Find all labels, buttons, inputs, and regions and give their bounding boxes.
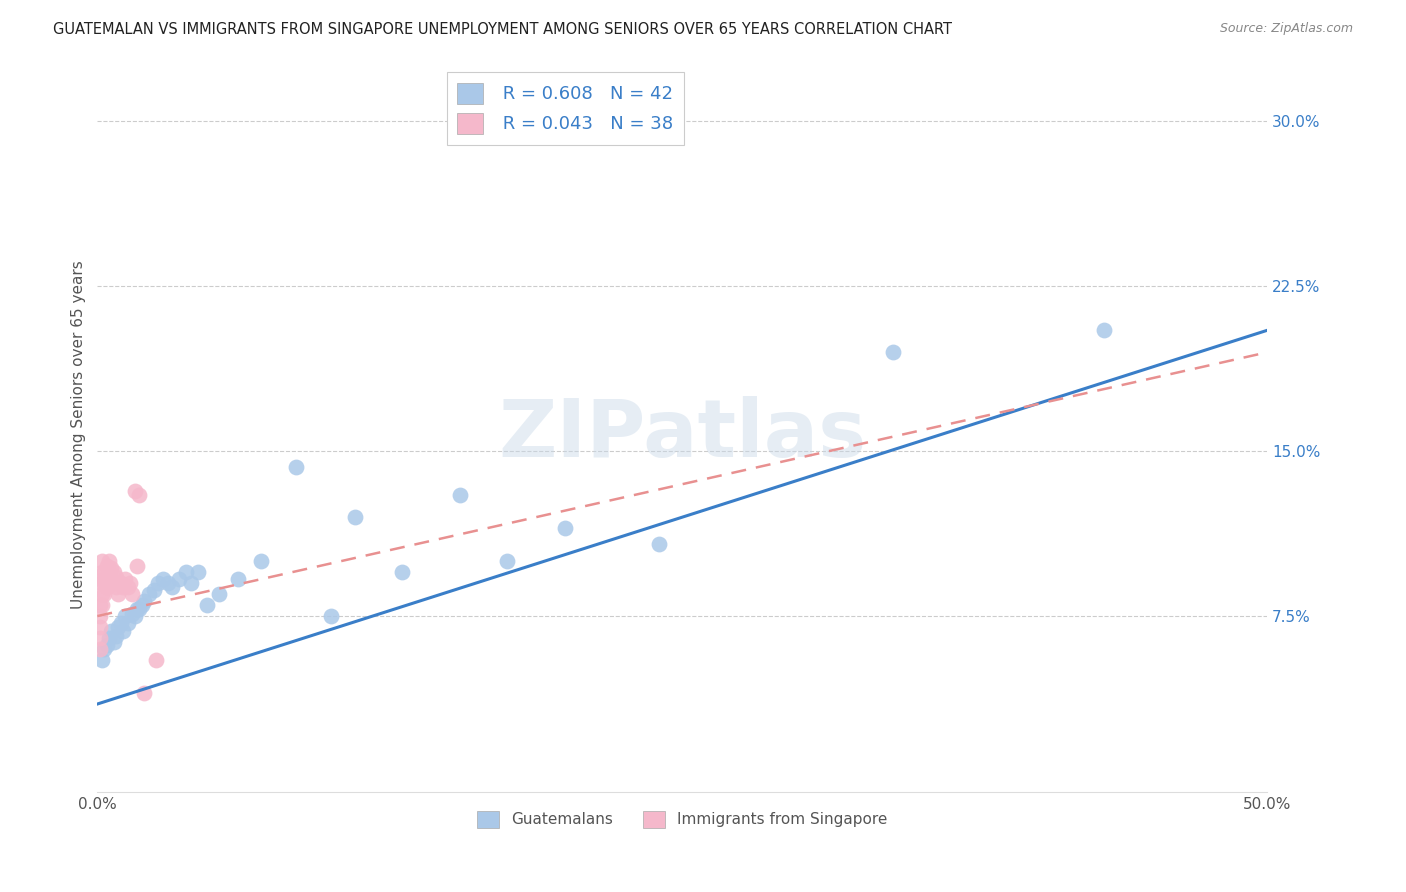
Point [103, 635, 125, 649]
Point [93, 572, 115, 586]
Point [96, 558, 118, 573]
Point [120, 576, 142, 591]
Point [449, 488, 471, 502]
Point [160, 581, 183, 595]
Point [91, 576, 114, 591]
Point [98, 576, 121, 591]
Point [554, 521, 576, 535]
Point [648, 536, 671, 550]
Y-axis label: Unemployment Among Seniors over 65 years: Unemployment Among Seniors over 65 years [72, 260, 86, 609]
Point [250, 554, 273, 568]
Point [121, 607, 143, 621]
Legend: Guatemalans, Immigrants from Singapore: Guatemalans, Immigrants from Singapore [471, 805, 893, 834]
Point [285, 459, 308, 474]
Point [117, 581, 139, 595]
Text: Source: ZipAtlas.com: Source: ZipAtlas.com [1219, 22, 1353, 36]
Text: GUATEMALAN VS IMMIGRANTS FROM SINGAPORE UNEMPLOYMENT AMONG SENIORS OVER 65 YEARS: GUATEMALAN VS IMMIGRANTS FROM SINGAPORE … [53, 22, 952, 37]
Point [142, 582, 165, 597]
Point [180, 576, 202, 591]
Point [89, 620, 111, 634]
Point [174, 565, 197, 579]
Point [96, 581, 118, 595]
Point [156, 576, 179, 591]
Point [343, 510, 366, 524]
Point [91, 598, 114, 612]
Point [93, 565, 115, 579]
Point [152, 572, 174, 586]
Point [114, 572, 136, 586]
Point [112, 581, 135, 595]
Point [882, 345, 904, 359]
Point [127, 602, 149, 616]
Point [91, 565, 114, 579]
Point [103, 565, 125, 579]
Point [121, 587, 143, 601]
Point [91, 554, 114, 568]
Point [187, 565, 209, 579]
Point [167, 572, 190, 586]
Point [131, 598, 153, 612]
Point [105, 569, 128, 583]
Point [1092, 323, 1115, 337]
Point [93, 576, 115, 591]
Point [110, 576, 132, 591]
Point [148, 576, 170, 591]
Point [96, 638, 118, 652]
Point [128, 488, 150, 502]
Point [89, 631, 111, 645]
Point [98, 554, 121, 568]
Point [98, 565, 121, 579]
Point [96, 569, 118, 583]
Point [89, 598, 111, 612]
Point [391, 565, 413, 579]
Point [138, 587, 160, 601]
Point [91, 587, 114, 601]
Point [91, 653, 114, 667]
Point [117, 615, 139, 630]
Point [93, 642, 115, 657]
Point [321, 609, 343, 624]
Point [134, 593, 156, 607]
Point [110, 615, 132, 630]
Point [226, 572, 249, 586]
Point [114, 609, 136, 624]
Point [495, 554, 517, 568]
Point [89, 642, 111, 657]
Point [145, 653, 167, 667]
Point [208, 587, 231, 601]
Point [93, 587, 115, 601]
Point [124, 483, 146, 498]
Point [100, 560, 122, 574]
Point [107, 620, 129, 634]
Point [124, 609, 146, 624]
Point [127, 558, 149, 573]
Point [103, 576, 125, 591]
Point [128, 602, 150, 616]
Point [98, 631, 121, 645]
Text: ZIPatlas: ZIPatlas [498, 396, 866, 474]
Point [112, 624, 135, 639]
Point [100, 572, 122, 586]
Point [107, 587, 129, 601]
Point [105, 629, 128, 643]
Point [195, 598, 218, 612]
Point [100, 624, 122, 639]
Point [134, 686, 156, 700]
Point [89, 609, 111, 624]
Point [105, 581, 128, 595]
